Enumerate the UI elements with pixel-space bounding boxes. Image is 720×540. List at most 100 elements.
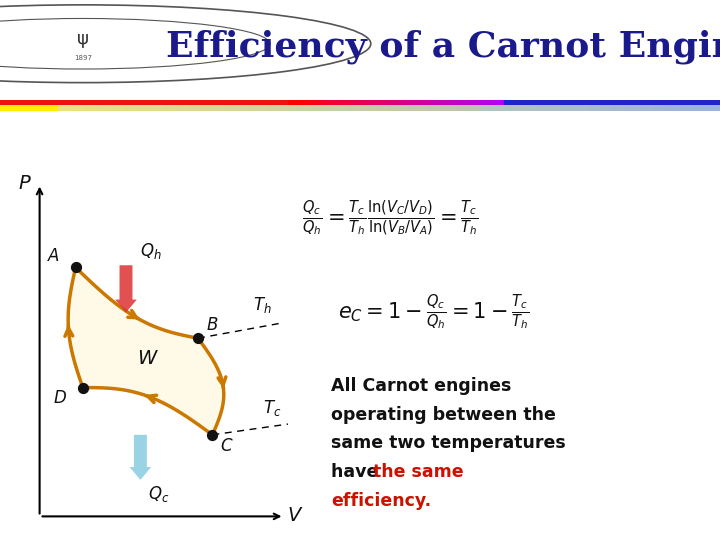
Bar: [425, 100, 432, 105]
Bar: [256, 105, 269, 111]
Point: [70, 263, 81, 272]
Bar: [402, 105, 415, 111]
Text: $D$: $D$: [53, 390, 67, 408]
Bar: [203, 105, 217, 111]
Bar: [389, 100, 396, 105]
Bar: [418, 100, 425, 105]
Bar: [338, 100, 346, 105]
Bar: [389, 105, 402, 111]
Bar: [548, 105, 561, 111]
Point: [192, 334, 204, 342]
Bar: [396, 100, 403, 105]
Bar: [243, 105, 256, 111]
Bar: [190, 105, 203, 111]
Bar: [177, 105, 190, 111]
Text: operating between the: operating between the: [331, 406, 556, 423]
Bar: [360, 100, 367, 105]
Bar: [288, 100, 295, 105]
Bar: [374, 100, 382, 105]
Bar: [504, 100, 720, 105]
Bar: [362, 105, 376, 111]
Bar: [454, 100, 461, 105]
Bar: [561, 105, 575, 111]
Bar: [336, 105, 349, 111]
Bar: [600, 105, 614, 111]
Bar: [296, 105, 310, 111]
Bar: [482, 105, 495, 111]
FancyArrow shape: [130, 435, 151, 480]
Bar: [410, 100, 418, 105]
Bar: [575, 105, 588, 111]
Bar: [439, 100, 446, 105]
Bar: [654, 105, 667, 111]
Bar: [455, 105, 468, 111]
Bar: [97, 105, 111, 111]
Text: ψ: ψ: [77, 30, 89, 48]
Bar: [323, 105, 336, 111]
Text: the same: the same: [373, 463, 464, 481]
Bar: [475, 100, 482, 105]
Bar: [482, 100, 490, 105]
Text: All Carnot engines: All Carnot engines: [331, 377, 512, 395]
Bar: [415, 105, 428, 111]
Text: $C$: $C$: [220, 437, 234, 455]
Bar: [627, 105, 641, 111]
Bar: [295, 100, 302, 105]
Bar: [490, 100, 497, 105]
Bar: [137, 105, 150, 111]
Text: 1897: 1897: [73, 55, 92, 62]
Bar: [382, 100, 389, 105]
Polygon shape: [68, 267, 224, 435]
Bar: [58, 105, 71, 111]
Bar: [428, 105, 442, 111]
Text: $W$: $W$: [138, 350, 159, 368]
Bar: [707, 105, 720, 111]
Bar: [0, 105, 58, 111]
Bar: [432, 100, 439, 105]
Bar: [353, 100, 360, 105]
Bar: [71, 105, 84, 111]
Bar: [667, 105, 680, 111]
Bar: [641, 105, 654, 111]
Bar: [680, 105, 693, 111]
Bar: [614, 105, 627, 111]
FancyArrow shape: [115, 265, 137, 313]
Bar: [461, 100, 468, 105]
Bar: [495, 105, 508, 111]
Text: $T_h$: $T_h$: [253, 295, 272, 315]
Bar: [0, 100, 288, 105]
Bar: [317, 100, 324, 105]
Text: $e_C = 1 - \frac{Q_c}{Q_h} = 1 - \frac{T_c}{T_h}$: $e_C = 1 - \frac{Q_c}{Q_h} = 1 - \frac{T…: [338, 293, 530, 332]
Bar: [521, 105, 534, 111]
Bar: [346, 100, 353, 105]
Bar: [349, 105, 362, 111]
Text: $Q_c$: $Q_c$: [148, 484, 169, 504]
Bar: [310, 100, 317, 105]
Bar: [376, 105, 389, 111]
Text: $B$: $B$: [206, 316, 218, 334]
Point: [207, 430, 218, 439]
Bar: [468, 100, 475, 105]
Point: [77, 383, 89, 392]
Bar: [446, 100, 454, 105]
Text: $\frac{Q_c}{Q_h} = \frac{T_c}{T_h} \frac{\ln(V_C/V_D)}{\ln(V_B/V_A)} = \frac{T_c: $\frac{Q_c}{Q_h} = \frac{T_c}{T_h} \frac…: [302, 198, 479, 238]
Bar: [534, 105, 548, 111]
Bar: [508, 105, 521, 111]
Text: $P$: $P$: [18, 174, 32, 193]
Text: Efficiency of a Carnot Engine: Efficiency of a Carnot Engine: [166, 29, 720, 64]
Text: $V$: $V$: [287, 508, 303, 525]
Bar: [150, 105, 163, 111]
Text: $Q_h$: $Q_h$: [140, 241, 162, 261]
Bar: [310, 105, 323, 111]
Bar: [367, 100, 374, 105]
Bar: [283, 105, 296, 111]
Bar: [588, 105, 600, 111]
Bar: [331, 100, 338, 105]
Bar: [269, 105, 283, 111]
Bar: [468, 105, 482, 111]
Bar: [111, 105, 124, 111]
Text: same two temperatures: same two temperatures: [331, 434, 566, 453]
Bar: [403, 100, 410, 105]
Text: $A$: $A$: [47, 247, 60, 265]
Bar: [217, 105, 230, 111]
